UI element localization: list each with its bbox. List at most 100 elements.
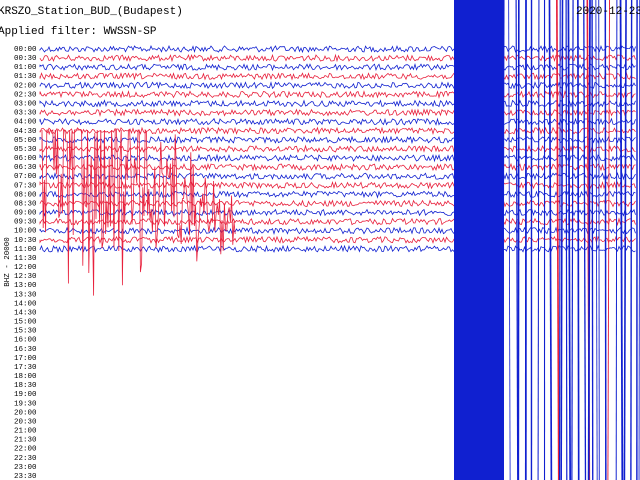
saturated-line — [598, 0, 600, 480]
saturated-line — [548, 0, 553, 480]
trace — [39, 62, 636, 72]
saturated-line — [630, 0, 633, 480]
trace — [39, 217, 636, 227]
time-label: 20:00 — [14, 409, 37, 417]
trace — [39, 180, 636, 190]
time-label: 20:30 — [14, 418, 37, 426]
saturated-line — [615, 0, 618, 480]
saturated-line — [587, 0, 591, 480]
saturated-line — [556, 0, 560, 480]
saturated-line — [583, 0, 587, 480]
trace — [39, 117, 636, 126]
time-label: 18:30 — [14, 382, 37, 390]
time-label: 05:00 — [14, 137, 37, 145]
time-label: 07:00 — [14, 173, 37, 181]
trace — [39, 45, 636, 54]
trace — [39, 53, 636, 63]
saturated-line — [607, 0, 610, 480]
time-label: 03:00 — [14, 100, 37, 108]
trace — [39, 162, 636, 172]
header-bg — [0, 0, 300, 40]
traces — [39, 0, 640, 480]
time-label: 15:30 — [14, 328, 37, 336]
trace — [39, 108, 636, 117]
time-label: 04:00 — [14, 119, 37, 127]
axis-label: BHZ - 20000 — [4, 237, 12, 287]
time-label: 05:30 — [14, 146, 37, 154]
time-label: 09:30 — [14, 219, 37, 227]
saturated-line — [571, 0, 574, 480]
time-label: 12:30 — [14, 273, 37, 281]
saturated-line — [567, 0, 572, 480]
time-label: 11:30 — [14, 255, 37, 263]
trace — [39, 207, 636, 217]
time-label: 17:00 — [14, 355, 37, 363]
saturated-line — [559, 0, 561, 480]
time-label: 16:30 — [14, 346, 37, 354]
saturated-line — [591, 0, 594, 480]
trace — [39, 171, 636, 181]
time-label: 19:30 — [14, 400, 37, 408]
time-label: 19:00 — [14, 391, 37, 399]
saturated-line — [623, 0, 627, 480]
time-label: 00:30 — [14, 55, 37, 63]
trace — [39, 144, 636, 154]
time-label: 14:30 — [14, 309, 37, 317]
trace — [39, 135, 636, 145]
time-label: 02:30 — [14, 91, 37, 99]
saturated-line — [565, 0, 568, 480]
time-label: 17:30 — [14, 364, 37, 372]
time-label: 11:00 — [14, 246, 37, 254]
saturated-block — [454, 0, 504, 480]
saturated-line — [604, 0, 607, 480]
saturated-line — [537, 0, 540, 480]
saturated-line — [515, 0, 519, 480]
saturated-line — [502, 0, 505, 480]
saturated-line — [560, 0, 564, 480]
time-label: 23:30 — [14, 473, 37, 480]
time-label: 01:30 — [14, 73, 37, 81]
time-label: 23:00 — [14, 464, 37, 472]
trace — [39, 153, 636, 163]
time-label: 13:30 — [14, 291, 37, 299]
quake-trace — [41, 128, 236, 296]
time-label: 10:30 — [14, 237, 37, 245]
trace — [39, 244, 636, 253]
time-label: 13:00 — [14, 282, 37, 290]
filter-label: Applied filter: WWSSN-SP — [0, 26, 157, 38]
time-label: 21:00 — [14, 428, 37, 436]
date-label: 2020-12-23 — [576, 6, 640, 18]
time-label: 08:00 — [14, 191, 37, 199]
time-label: 03:30 — [14, 110, 37, 118]
time-label: 06:30 — [14, 164, 37, 172]
station-title: KRSZO_Station_BUD_(Budapest) — [0, 6, 183, 18]
time-label: 22:00 — [14, 446, 37, 454]
time-label: 02:00 — [14, 82, 37, 90]
time-label: 09:00 — [14, 210, 37, 218]
time-label: 10:00 — [14, 228, 37, 236]
time-label: 21:30 — [14, 437, 37, 445]
time-label: 07:30 — [14, 182, 37, 190]
time-label: 08:30 — [14, 200, 37, 208]
trace — [39, 81, 636, 90]
saturated-line — [508, 0, 511, 480]
saturated-line — [619, 0, 624, 480]
trace — [39, 190, 636, 199]
trace — [39, 71, 636, 81]
trace — [39, 199, 636, 208]
time-label: 14:00 — [14, 300, 37, 308]
time-label: 15:00 — [14, 319, 37, 327]
time-label: 06:00 — [14, 155, 37, 163]
trace — [39, 235, 636, 245]
trace — [39, 90, 636, 99]
trace — [39, 99, 636, 108]
time-label: 12:00 — [14, 264, 37, 272]
time-label: 01:00 — [14, 64, 37, 72]
saturated-line — [577, 0, 580, 480]
saturated-line — [595, 0, 598, 480]
time-label: 04:30 — [14, 128, 37, 136]
trace — [39, 226, 636, 236]
